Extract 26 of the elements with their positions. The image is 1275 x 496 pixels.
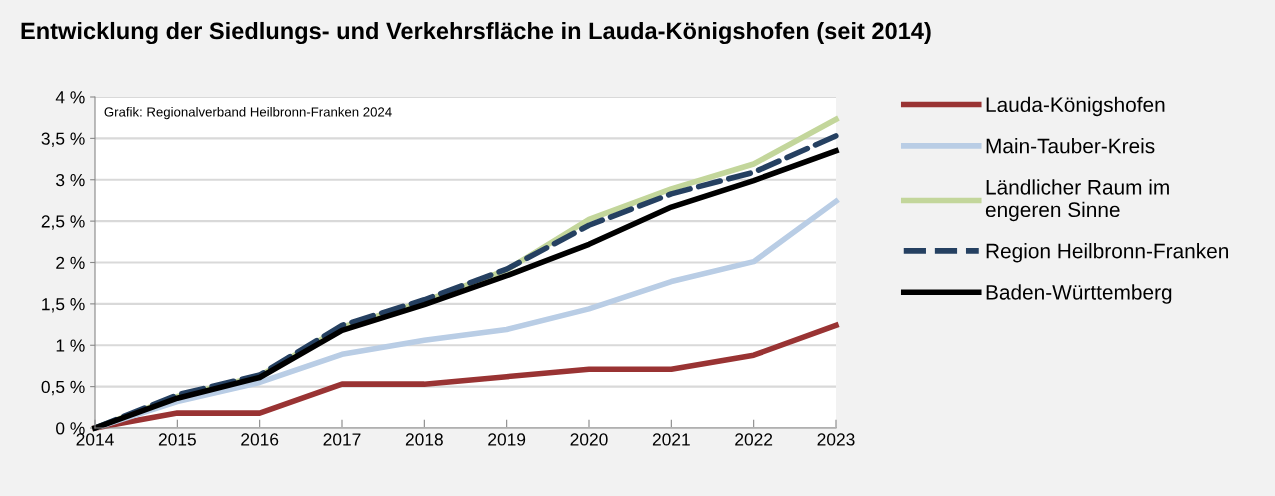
y-tick-label: 2,5 % — [41, 215, 85, 230]
legend-label: Ländlicher Raum im engeren Sinne — [985, 179, 1169, 222]
y-tick-label: 0,5 % — [41, 380, 85, 396]
chart-title: Entwicklung der Siedlungs- und Verkehrsfläche in Lauda-Königshofen (seit 2014) — [21, 21, 931, 45]
y-tick-label: 4 % — [55, 91, 85, 104]
legend-label: Main-Tauber-Kreis — [986, 138, 1155, 154]
x-tick-label: 2018 — [405, 433, 443, 446]
x-tick-label: 2017 — [323, 433, 361, 446]
x-tick-label: 2022 — [735, 433, 773, 446]
legend-label: Baden-Württemberg — [986, 284, 1172, 304]
x-tick-label: 2015 — [158, 433, 196, 446]
x-tick-label: 2014 — [76, 433, 114, 446]
y-tick-label: 2 % — [56, 256, 85, 269]
x-tick-label: 2020 — [570, 433, 608, 446]
legend-label: Lauda-Königshofen — [986, 96, 1165, 117]
x-tick-label: 2023 — [817, 433, 855, 446]
x-tick-label: 2019 — [488, 433, 526, 446]
y-tick-label: 3 % — [56, 173, 85, 187]
x-tick-label: 2021 — [652, 433, 690, 446]
legend-label: Region Heilbronn-Franken — [986, 243, 1228, 263]
y-tick-label: 1 % — [56, 339, 85, 352]
x-tick-label: 2016 — [241, 433, 279, 446]
y-tick-label: 1,5 % — [42, 298, 85, 313]
y-tick-label: 3,5 % — [41, 132, 85, 147]
y-tick-label: 0 % — [56, 422, 85, 435]
annotation: Grafik: Regionalverband Heilbronn-Franken 2024 — [104, 106, 392, 120]
